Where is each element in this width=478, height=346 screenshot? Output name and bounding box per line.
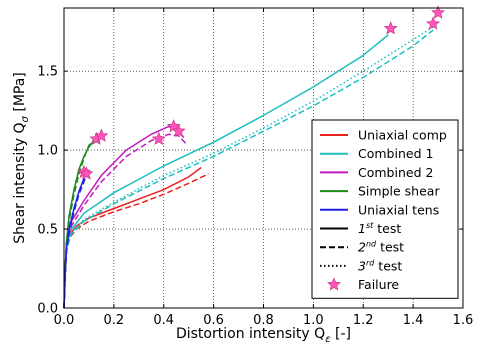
legend-label: Failure [358, 277, 399, 292]
x-tick-label: 1.6 [453, 313, 474, 328]
legend-label-suffix: test [376, 240, 404, 255]
x-axis-label-unit: [-] [331, 326, 351, 342]
series-line-0 [64, 168, 201, 309]
y-tick-label: 1.5 [37, 65, 58, 80]
series-line-10 [64, 175, 86, 308]
legend-label: 1st test [358, 221, 401, 236]
legend-label: Combined 1 [358, 146, 433, 161]
y-tick-label: 0.5 [37, 223, 58, 238]
series-line-5 [64, 126, 184, 308]
legend-label: Uniaxial tens [358, 202, 439, 217]
series-line-1 [64, 174, 209, 308]
x-tick-label: 0.2 [104, 313, 125, 328]
legend-label-ordinal: 2 [358, 240, 366, 255]
x-tick-label: 1.2 [353, 313, 374, 328]
legend-label: Combined 2 [358, 165, 433, 180]
legend-label: Uniaxial comp [358, 128, 447, 143]
y-tick-label: 0.0 [37, 302, 58, 317]
legend-label-ordinal: 3 [358, 258, 366, 273]
legend: Uniaxial comp Combined 1 Combined 2 Simple … [312, 120, 458, 298]
y-axis-label-unit: [MPa] [12, 72, 28, 116]
legend-label: 2nd test [358, 240, 404, 255]
legend-label-suffix: test [374, 258, 402, 273]
legend-label: 3rd test [358, 258, 402, 273]
legend-label-suffix: test [373, 221, 401, 236]
y-axis-label-main: Shear intensity Q [12, 122, 28, 243]
y-tick-label: 1.0 [37, 144, 58, 159]
x-axis-label-main: Distortion intensity Q [176, 326, 325, 342]
y-axis-label: Shear intensity Qσ [MPa] [12, 72, 31, 244]
x-tick-label: 0.4 [153, 313, 174, 328]
x-axis-label: Distortion intensity Qε [-] [176, 326, 351, 345]
failure-star [153, 133, 165, 145]
legend-label-ordinal: 1 [358, 221, 366, 236]
x-tick-label: 1.4 [403, 313, 424, 328]
legend-label: Simple shear [358, 184, 440, 199]
failure-star [385, 22, 397, 34]
failure-star [80, 167, 92, 179]
